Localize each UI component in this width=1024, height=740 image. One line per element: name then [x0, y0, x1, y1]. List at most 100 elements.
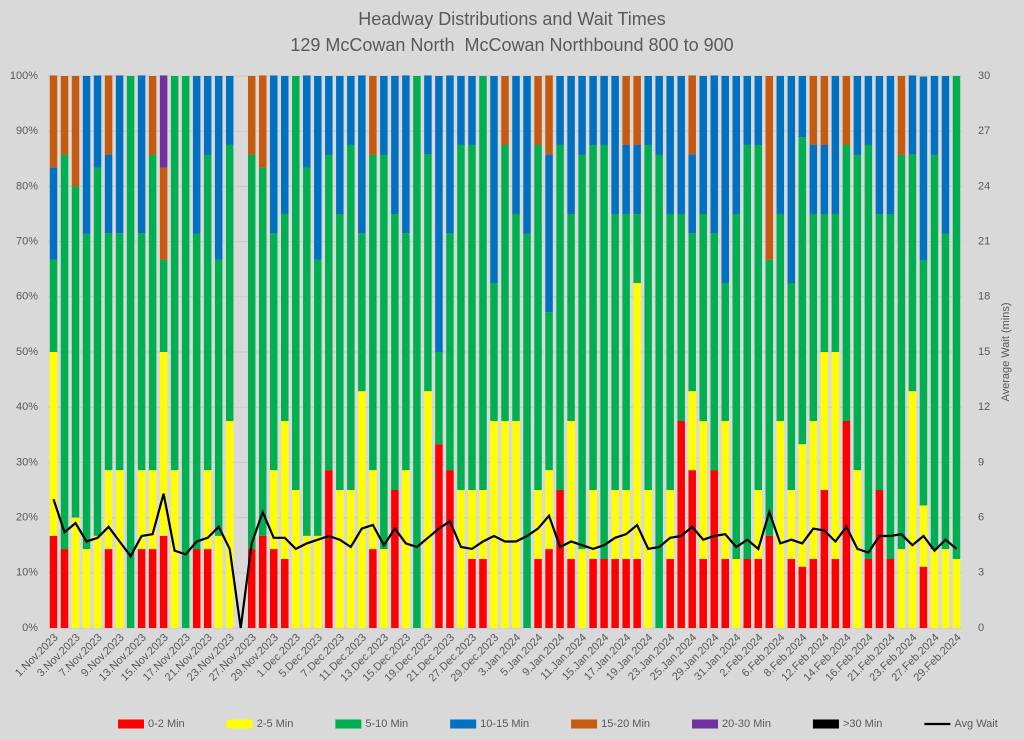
y2-axis-label: Average Wait (mins) [1000, 302, 1012, 401]
bar-segment [104, 470, 113, 550]
bar-segment [479, 490, 487, 559]
bar-segment [523, 233, 531, 628]
bar-segment [688, 233, 696, 392]
bar-segment [104, 233, 113, 471]
bar-segment [721, 283, 729, 421]
bar-segment [115, 233, 124, 471]
bar-segment [820, 145, 829, 214]
bar-segment [622, 490, 630, 559]
bar-segment [402, 470, 410, 628]
bar-segment [258, 75, 267, 168]
bar-segment [831, 214, 840, 352]
bar-segment [534, 145, 542, 490]
bar-segment [380, 549, 388, 628]
bar-segment [820, 214, 829, 352]
bar-segment [831, 76, 840, 214]
bar-segment [710, 470, 718, 628]
bar-segment [644, 490, 652, 628]
bar-segment [347, 490, 355, 628]
y2-tick-label: 3 [978, 567, 984, 579]
legend-label: Avg Wait [954, 718, 997, 730]
bar-segment [115, 470, 124, 628]
bar-segment [104, 75, 113, 155]
bar-segment [303, 535, 311, 628]
bar-segment [214, 76, 223, 260]
bar-segment [247, 154, 256, 550]
bar-segment [446, 470, 454, 628]
bar-segment [908, 154, 917, 392]
bar-segment [281, 76, 289, 214]
bar-segment [534, 559, 542, 628]
bar-segment [633, 214, 641, 283]
bar-segment [798, 137, 807, 445]
bar-segment [853, 154, 862, 471]
bar-segment [490, 283, 498, 421]
bar-segment [424, 154, 432, 392]
bar-segment [919, 76, 928, 261]
y-tick-label: 100% [10, 70, 38, 82]
bar-segment [677, 214, 685, 421]
bar-segment [457, 145, 465, 490]
bar-segment [258, 535, 267, 628]
bar-segment [369, 76, 377, 155]
chart-subtitle: 129 McCowan North McCowan Northbound 800… [290, 35, 733, 55]
bar-segment [380, 154, 388, 550]
bar-segment [446, 75, 454, 234]
bar-segment [787, 559, 796, 628]
bar-segment [60, 76, 69, 155]
bar-segment [589, 490, 597, 559]
bar-segment [831, 559, 840, 628]
y-tick-label: 90% [16, 125, 38, 137]
legend-label: 10-15 Min [480, 718, 529, 730]
legend-swatch [571, 719, 598, 729]
bar-segment [941, 549, 950, 628]
bar-segment [545, 75, 553, 155]
bar-segment [457, 76, 465, 145]
bar-segment [765, 76, 774, 260]
bar-segment [325, 76, 333, 155]
y-tick-label: 70% [16, 236, 38, 248]
bar-segment [765, 259, 774, 536]
bar-segment [247, 549, 256, 628]
bar-segment [556, 145, 564, 490]
bar-segment [952, 76, 961, 559]
bar-segment [875, 490, 884, 628]
bar-segment [875, 214, 884, 490]
bar-segment [820, 76, 829, 145]
bar-segment [787, 283, 796, 490]
bar-segment [137, 233, 146, 471]
bar-segment [919, 566, 928, 628]
bar-segment [864, 145, 873, 559]
bar-segment [49, 167, 58, 260]
y2-tick-label: 18 [978, 291, 990, 303]
bar-segment [633, 283, 641, 559]
bar-segment [71, 186, 80, 518]
bar-segment [93, 535, 102, 628]
bar-segment [258, 167, 267, 536]
bar-segment [611, 76, 619, 214]
bar-segment [203, 470, 212, 550]
bar-segment [270, 549, 278, 628]
bar-segment [644, 145, 652, 490]
y-tick-label: 0% [22, 622, 38, 634]
bar-segment [534, 490, 542, 559]
bar-segment [270, 470, 278, 550]
bar-segment [897, 154, 906, 550]
bar-segment [93, 75, 102, 168]
bar-segment [534, 76, 542, 145]
bar-segment [545, 470, 553, 550]
bar-segment [137, 470, 146, 550]
bar-segment [93, 167, 102, 536]
bar-segment [842, 421, 851, 628]
bar-segment [270, 75, 278, 234]
bar-segment [281, 421, 289, 559]
bar-segment [148, 154, 157, 471]
bar-segment [743, 145, 752, 559]
bar-segment [358, 233, 366, 392]
bar-segment [611, 490, 619, 559]
bar-segment [369, 154, 377, 471]
bar-segment [71, 517, 80, 628]
bar-segment [424, 75, 432, 155]
bar-segment [82, 233, 91, 550]
bar-segment [941, 233, 950, 550]
